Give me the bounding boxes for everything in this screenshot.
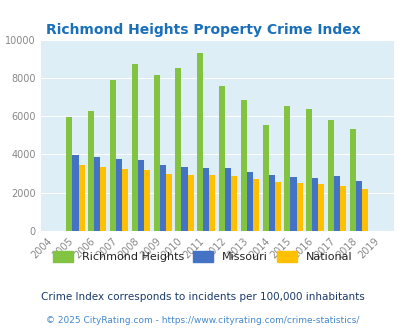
Bar	[144, 170, 150, 231]
Bar	[100, 167, 106, 231]
Bar	[159, 165, 165, 231]
Bar	[94, 157, 100, 231]
Bar	[110, 80, 116, 231]
Bar	[165, 174, 171, 231]
Bar	[349, 129, 355, 231]
Bar	[268, 176, 274, 231]
Bar	[284, 106, 290, 231]
Bar	[230, 177, 237, 231]
Bar	[327, 120, 333, 231]
Bar	[72, 155, 78, 231]
Bar	[116, 159, 122, 231]
Bar	[224, 168, 230, 231]
Bar	[296, 183, 302, 231]
Bar	[203, 168, 209, 231]
Bar	[246, 172, 252, 231]
Bar	[305, 109, 311, 231]
Bar	[262, 125, 268, 231]
Bar	[209, 176, 215, 231]
Bar	[361, 189, 367, 231]
Bar	[187, 175, 193, 231]
Text: © 2025 CityRating.com - https://www.cityrating.com/crime-statistics/: © 2025 CityRating.com - https://www.city…	[46, 315, 359, 325]
Bar	[240, 100, 246, 231]
Text: Richmond Heights Property Crime Index: Richmond Heights Property Crime Index	[45, 23, 360, 37]
Bar	[290, 178, 296, 231]
Bar	[66, 117, 72, 231]
Bar	[175, 68, 181, 231]
Bar	[197, 53, 203, 231]
Bar	[131, 64, 138, 231]
Bar	[78, 165, 84, 231]
Bar	[274, 182, 280, 231]
Bar	[138, 160, 144, 231]
Bar	[252, 179, 258, 231]
Text: Crime Index corresponds to incidents per 100,000 inhabitants: Crime Index corresponds to incidents per…	[41, 292, 364, 302]
Bar	[311, 178, 318, 231]
Bar	[355, 181, 361, 231]
Bar	[333, 177, 339, 231]
Bar	[122, 169, 128, 231]
Bar	[88, 112, 94, 231]
Bar	[339, 186, 345, 231]
Bar	[218, 85, 224, 231]
Legend: Richmond Heights, Missouri, National: Richmond Heights, Missouri, National	[49, 247, 356, 267]
Bar	[318, 184, 324, 231]
Bar	[181, 167, 187, 231]
Bar	[153, 75, 159, 231]
